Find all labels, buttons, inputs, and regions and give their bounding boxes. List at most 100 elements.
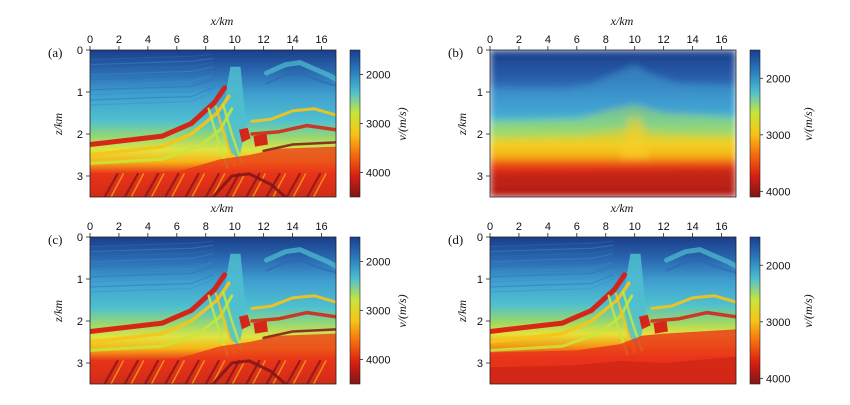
anticline-band <box>264 60 336 82</box>
colorbar-tick-label: 2000 <box>766 260 790 272</box>
basement-streak <box>184 172 200 197</box>
reflector-band <box>650 310 736 323</box>
basement-streak <box>285 359 301 384</box>
colorbar-title: v/(m/s) <box>395 107 409 140</box>
basement-streak <box>164 172 180 197</box>
y-tick-label: 0 <box>77 45 83 57</box>
velocity-field <box>490 50 736 197</box>
sediment-ripple <box>490 274 614 288</box>
colorbar-tick-label: 3000 <box>766 130 790 142</box>
colorbar-title: v/(m/s) <box>801 107 815 140</box>
x-tick-label: 2 <box>516 221 522 233</box>
colorbar <box>749 236 761 385</box>
colorbar-title: v/(m/s) <box>395 294 409 327</box>
colorbar-tick-label: 4000 <box>366 355 390 367</box>
x-tick-label: 14 <box>686 221 698 233</box>
fault-band <box>214 292 236 354</box>
reflector-band <box>250 107 336 123</box>
sediment-ripple <box>90 57 214 66</box>
y-tick-label: 0 <box>477 45 483 57</box>
sediment-ripple <box>490 257 614 268</box>
anticline-band <box>265 72 336 87</box>
x-tick-label: 0 <box>487 34 493 46</box>
basement <box>490 356 736 384</box>
basement-streak <box>272 360 287 384</box>
basement-streak <box>150 173 165 197</box>
reflector-band <box>250 310 336 323</box>
panel-label: (c) <box>48 232 62 247</box>
x-tick-label: 4 <box>545 34 551 46</box>
basement-streak <box>171 360 185 384</box>
basement-streak <box>171 173 185 197</box>
x-tick-label: 0 <box>487 221 493 233</box>
sediment-ripple <box>90 261 214 273</box>
red-lens <box>253 321 268 334</box>
smooth-layer <box>490 104 736 141</box>
y-tick-label: 0 <box>477 232 483 244</box>
y-tick-label: 1 <box>77 87 83 99</box>
smooth-layer <box>620 117 650 160</box>
sediment-ripple <box>90 70 214 81</box>
colorbar-tick-label: 3000 <box>366 119 390 131</box>
x-axis-title: x/km <box>610 14 634 28</box>
x-tick-label: 0 <box>87 34 93 46</box>
x-tick-label: 8 <box>203 34 209 46</box>
basement-streak <box>312 173 327 197</box>
sediment-ripple <box>90 53 214 61</box>
reflector-band <box>90 85 228 147</box>
sediment-ripple <box>90 265 214 278</box>
sediment-ripple <box>90 78 214 91</box>
panel-b: (b) x/km z/km v/(m/s) 0 2 4 6 8 10 12 14 1601232… <box>448 14 815 198</box>
x-tick-label: 6 <box>574 221 580 233</box>
y-tick-label: 3 <box>477 358 483 370</box>
plot-frame <box>89 49 337 198</box>
sediment-ripple <box>90 83 214 96</box>
y-tick-label: 3 <box>77 358 83 370</box>
x-axis-title: x/km <box>610 201 634 215</box>
velocity-field <box>90 237 336 384</box>
panel-d: (d) x/km z/km v/(m/s) 0 2 4 6 8 10 12 14 1601232… <box>448 201 815 385</box>
sediment-ripple <box>490 249 614 258</box>
sediment-ripple <box>90 249 214 258</box>
reflector-band <box>250 123 336 136</box>
sediment-ripple <box>490 244 614 253</box>
x-tick-label: 12 <box>258 34 270 46</box>
anticline-band <box>664 247 736 269</box>
velocity-field <box>490 237 736 384</box>
y-tick-label: 3 <box>477 171 483 183</box>
sediment-ripple <box>490 253 614 263</box>
red-lens <box>239 314 251 330</box>
sediment-ripple <box>90 278 214 293</box>
basement-streak <box>224 359 241 384</box>
basement-streak <box>184 359 200 384</box>
x-tick-label: 8 <box>603 221 609 233</box>
sediment-ripple <box>90 74 214 86</box>
basement-streak <box>110 360 125 384</box>
x-tick-label: 14 <box>686 34 698 46</box>
red-lens <box>253 134 268 147</box>
basement-streak <box>143 359 160 384</box>
basement-streak <box>292 173 307 197</box>
basement-arch <box>211 359 287 384</box>
colorbar-tick-label: 2000 <box>766 73 790 85</box>
reflector-band <box>490 272 628 334</box>
basement-streak <box>211 173 226 197</box>
x-tick-label: 16 <box>715 34 727 46</box>
basement-streak <box>103 359 119 384</box>
y-axis-title: z/km <box>51 113 65 136</box>
colorbar <box>749 49 761 198</box>
colorbar-tick-label: 3000 <box>766 317 790 329</box>
x-tick-label: 2 <box>516 34 522 46</box>
basement-streak <box>285 172 301 197</box>
plot-frame <box>489 236 737 385</box>
anticline-band <box>665 259 736 274</box>
sediment-ripple <box>90 66 214 76</box>
x-tick-label: 10 <box>229 34 241 46</box>
basement-streak <box>164 359 180 384</box>
y-tick-label: 2 <box>477 316 483 328</box>
fault-band <box>221 103 244 165</box>
red-lens <box>239 127 251 143</box>
x-tick-label: 12 <box>658 221 670 233</box>
sediment-ripple <box>90 62 214 71</box>
reflector-band <box>90 107 234 165</box>
